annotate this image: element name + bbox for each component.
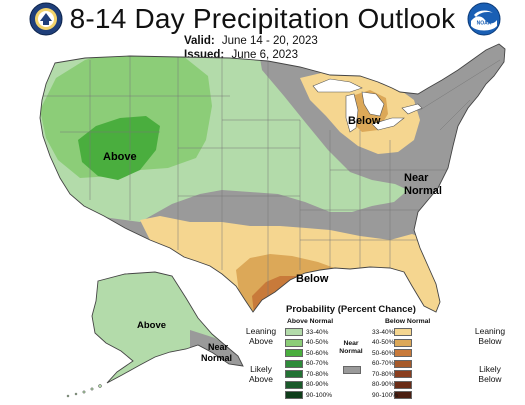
label-near-normal-line2: Normal xyxy=(404,185,442,197)
legend-below-swatch xyxy=(394,338,412,347)
page-title: 8-14 Day Precipitation Outlook xyxy=(69,3,456,34)
legend-likely-above: Likely Above xyxy=(240,364,282,384)
lake-huron xyxy=(361,91,385,117)
legend-below-swatch xyxy=(394,359,412,368)
legend-above-swatch xyxy=(285,391,303,399)
legend-title: Probability (Percent Chance) xyxy=(286,304,416,315)
legend-likely-below: Likely Below xyxy=(469,364,511,384)
likely-above-line1: Likely xyxy=(250,364,272,374)
label-near-normal-line1: Near xyxy=(404,172,429,184)
legend-leaning-below: Leaning Below xyxy=(469,326,511,346)
legend-above-header: Above Normal xyxy=(287,318,334,325)
valid-label: Valid: xyxy=(184,35,215,47)
legend-below-swatch xyxy=(394,380,412,389)
department-of-commerce-seal-icon xyxy=(29,2,63,36)
leaning-above-line2: Above xyxy=(248,336,274,346)
probability-legend: Probability (Percent Chance) Above Norma… xyxy=(240,304,522,404)
legend-below-label: 33-40% xyxy=(372,328,395,336)
lake-ontario xyxy=(401,103,423,115)
label-below-texas: Below xyxy=(296,273,329,285)
label-above-alaska: Above xyxy=(137,320,166,331)
lake-superior xyxy=(312,78,363,93)
legend-above-swatch xyxy=(285,338,303,347)
legend-above-swatch xyxy=(285,370,303,378)
lake-erie xyxy=(371,117,405,131)
likely-below-line1: Likely xyxy=(479,364,501,374)
legend-below-label: 40-50% xyxy=(372,339,395,346)
state-boundaries xyxy=(40,56,501,300)
legend-below-label: 60-70% xyxy=(372,360,395,367)
legend-above-label: 70-80% xyxy=(306,370,329,378)
legend-below-label: 90-100% xyxy=(372,391,399,399)
label-above-west: Above xyxy=(103,151,137,163)
leaning-above-line1: Leaning xyxy=(245,326,277,336)
near-normal-legend-line1: Near xyxy=(343,340,359,347)
valid-dates: Valid: June 14 - 20, 2023 xyxy=(184,35,318,47)
alaska-islands xyxy=(66,384,102,398)
legend-leaning-above: Leaning Above xyxy=(240,326,282,346)
legend-below-header: Below Normal xyxy=(385,318,431,325)
legend-above-label: 90-100% xyxy=(306,391,333,399)
leaning-below-line1: Leaning xyxy=(474,326,506,336)
legend-below-swatch xyxy=(394,370,412,378)
legend-above-swatch xyxy=(285,359,303,368)
noaa-logo-icon: NOAA xyxy=(467,2,501,36)
legend-below-swatch xyxy=(394,328,412,336)
alaska-outline xyxy=(91,271,244,384)
label-near-alaska-line1: Near xyxy=(208,342,229,352)
legend-above-label: 40-50% xyxy=(306,339,329,346)
svg-text:NOAA: NOAA xyxy=(477,21,492,27)
legend-below-label: 50-60% xyxy=(372,349,395,357)
legend-above-swatch xyxy=(285,328,303,336)
leaning-below-line2: Below xyxy=(478,336,502,346)
legend-below-label: 70-80% xyxy=(372,370,395,378)
lake-michigan xyxy=(345,93,359,133)
conus-outline xyxy=(39,43,506,313)
legend-near-normal-swatch xyxy=(343,366,361,374)
near-normal-legend-line2: Normal xyxy=(339,348,363,355)
legend-above-swatch xyxy=(285,349,303,357)
legend-above-label: 50-60% xyxy=(306,349,329,357)
legend-above-label: 33-40% xyxy=(306,328,329,336)
likely-above-line2: Above xyxy=(248,374,274,384)
label-near-alaska-line2: Normal xyxy=(201,353,232,363)
legend-below-swatch xyxy=(394,391,412,399)
legend-near-normal: Near Normal xyxy=(336,340,366,356)
legend-above-label: 80-90% xyxy=(306,381,329,388)
valid-value: June 14 - 20, 2023 xyxy=(221,35,318,47)
great-lakes xyxy=(312,78,423,133)
legend-below-swatch xyxy=(394,349,412,357)
legend-above-label: 60-70% xyxy=(306,360,329,367)
issued-value: June 6, 2023 xyxy=(231,49,298,61)
label-below-lakes: Below xyxy=(348,115,381,127)
legend-above-swatch xyxy=(285,380,303,389)
legend-below-label: 80-90% xyxy=(372,381,395,388)
likely-below-line2: Below xyxy=(478,374,502,384)
